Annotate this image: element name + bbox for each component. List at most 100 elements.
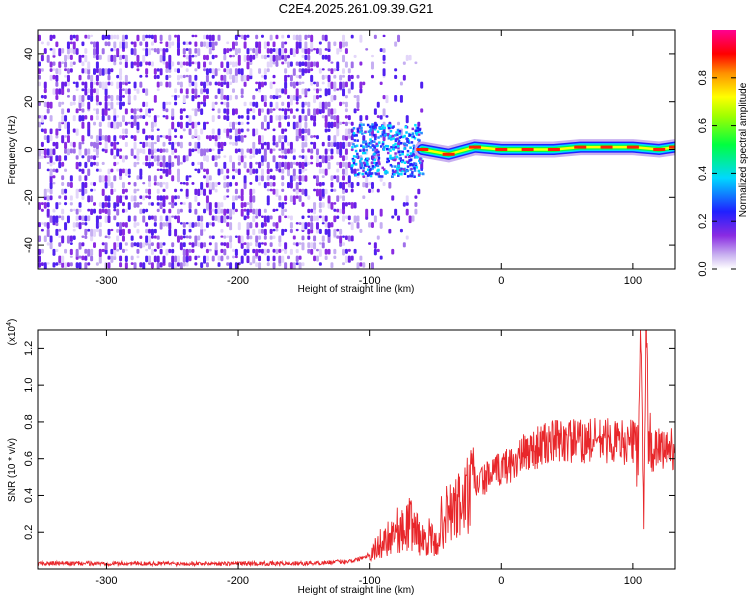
spectrogram-noise-cell (159, 41, 163, 44)
spectrogram-noise-cell (217, 168, 221, 176)
spectrogram-noise-cell (191, 248, 195, 253)
spectrogram-noise-cell (200, 41, 204, 47)
spectrogram-noise-cell (420, 108, 424, 113)
spectrogram-noise-cell (188, 255, 192, 262)
spectrogram-noise-cell (214, 41, 218, 46)
spectrogram-noise-cell (318, 262, 322, 266)
spectrogram-noise-cell (156, 135, 160, 143)
spectrogram-noise-cell (121, 101, 125, 107)
spectrogram-noise-cell (313, 81, 317, 85)
spectrogram-noise-cell (336, 235, 340, 239)
spectrogram-noise-cell (252, 195, 256, 203)
spectrogram-noise-cell (298, 68, 302, 73)
spectrogram-noise-cell (272, 141, 276, 146)
spectrogram-noise-cell (318, 68, 322, 74)
colorbar-gradient (712, 30, 736, 269)
spectrogram-noise-cell (359, 228, 363, 234)
spectrogram-noise-cell (113, 202, 117, 209)
spectrogram-blob-cell (352, 132, 356, 135)
spectrogram-noise-cell (156, 235, 160, 240)
spectrogram-noise-cell (344, 95, 348, 99)
spectrogram-noise-cell (272, 81, 276, 85)
spectrogram-noise-cell (148, 235, 152, 244)
spectrogram-noise-cell (310, 215, 314, 222)
spectrogram-noise-cell (66, 262, 70, 267)
spectrogram-noise-cell (165, 48, 169, 53)
spectrogram-noise-cell (217, 155, 221, 159)
spectrogram-noise-cell (263, 182, 267, 189)
spectrogram-noise-cell (292, 175, 296, 182)
spectrogram-noise-cell (75, 81, 79, 88)
spectrogram-noise-cell (121, 195, 125, 198)
spectrogram-noise-cell (220, 81, 224, 88)
spectrogram-noise-cell (179, 81, 183, 88)
spectrogram-noise-cell (287, 148, 291, 154)
spectrogram-noise-cell (174, 228, 178, 237)
spectrogram-noise-cell (327, 41, 331, 49)
spectrogram-noise-cell (127, 215, 131, 222)
spectrogram-noise-cell (315, 61, 319, 68)
spectrogram-noise-cell (203, 148, 207, 156)
spectrogram-noise-cell (220, 95, 224, 100)
spectrogram-noise-cell (150, 141, 154, 150)
spectrogram-noise-cell (246, 202, 250, 206)
spectrogram-blob-cell (360, 129, 364, 132)
spectrogram-noise-cell (40, 228, 44, 232)
spectrogram-noise-cell (310, 41, 314, 50)
spectrogram-noise-cell (289, 195, 293, 203)
spectrogram-noise-cell (266, 54, 270, 58)
spectrogram-noise-cell (315, 148, 319, 156)
spectrogram-noise-cell (142, 88, 146, 94)
spectrogram-noise-cell (174, 95, 178, 101)
spectrogram-noise-cell (136, 54, 140, 62)
spectrogram-noise-cell (130, 61, 134, 69)
spectrogram-noise-cell (347, 248, 351, 252)
spectrogram-noise-cell (347, 235, 351, 242)
spectrogram-noise-cell (385, 95, 389, 104)
spectrogram-noise-cell (95, 101, 99, 106)
spectrogram-noise-cell (142, 262, 146, 269)
spectrogram-noise-cell (359, 34, 363, 43)
spectrogram-noise-cell (113, 161, 117, 167)
spectrogram-noise-cell (130, 195, 134, 202)
spectrogram-noise-cell (234, 188, 238, 195)
spectrogram-blob-cell (386, 171, 389, 174)
spectrogram-noise-cell (87, 61, 91, 70)
snr-panel: -300 -200 -100 0 100 0.20.40.60.81.01.2 (x10… (6, 319, 676, 596)
spectrogram-noise-cell (182, 54, 186, 58)
spectrogram-noise-cell (249, 74, 253, 80)
spectrogram-noise-cell (156, 202, 160, 206)
spectrogram-noise-cell (130, 235, 134, 241)
spectrogram-noise-cell (119, 135, 123, 139)
spectrogram-noise-cell (197, 48, 201, 56)
spectrogram-noise-cell (113, 54, 117, 63)
spectrogram-blob-cell (403, 144, 406, 147)
spectrogram-noise-cell (298, 255, 302, 260)
spectrogram-blob-cell (412, 152, 415, 156)
spectrogram-noise-cell (156, 195, 160, 201)
spectrogram-noise-cell (220, 141, 224, 150)
spectrogram-noise-cell (205, 88, 209, 95)
spectrogram-noise-cell (69, 101, 73, 106)
spectrogram-noise-cell (321, 141, 325, 147)
spectrogram-noise-cell (69, 61, 73, 68)
spectrogram-noise-cell (307, 215, 311, 218)
spectrogram-noise-cell (191, 121, 195, 129)
spectrogram-noise-cell (171, 195, 175, 203)
spectrogram-noise-cell (194, 68, 198, 72)
spectrogram-noise-cell (379, 208, 383, 217)
spectrogram-noise-cell (342, 41, 346, 48)
spectrogram-noise-cell (223, 68, 227, 73)
snr-ytick-label: 0.8 (23, 414, 35, 429)
spectrogram-noise-cell (150, 48, 154, 51)
spectrogram-noise-cell (399, 228, 403, 233)
spectrogram-blob-cell (371, 165, 375, 168)
spectrogram-noise-cell (162, 148, 166, 153)
spectrogram-noise-cell (159, 195, 163, 201)
spectrogram-noise-cell (168, 208, 172, 214)
spectrogram-noise-cell (119, 148, 123, 152)
spectrogram-noise-cell (344, 135, 348, 141)
spectrogram-noise-cell (191, 34, 195, 38)
spectrogram-noise-cell (243, 182, 247, 190)
spectrogram-blob-cell (405, 160, 409, 164)
